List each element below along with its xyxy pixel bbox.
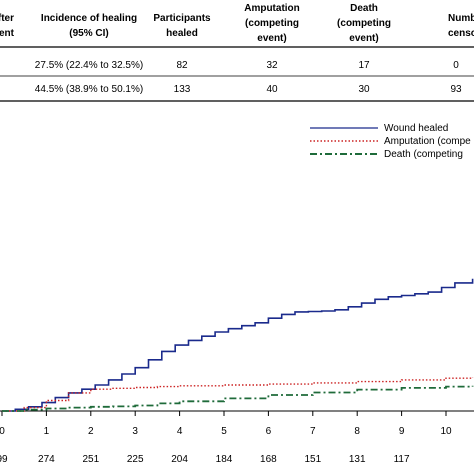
at-risk-value: 99 [0,454,8,465]
at-risk-value: 168 [260,454,277,465]
x-tick-label: 9 [399,426,405,437]
header-line: event) [257,33,286,44]
at-risk-value: 274 [38,454,55,465]
table-header-participants: Participants healed [153,13,211,39]
table-header-incidence: Incidence of healing (95% CI) [41,13,137,39]
at-risk-value: 151 [304,454,321,465]
table-header-after: after ent [0,13,15,39]
x-axis-ticks: 0 1 2 3 4 5 6 7 8 9 10 [0,411,452,437]
table-cell: 93 [450,84,462,95]
at-risk-value: 117 [394,454,410,465]
header-line: Death [350,3,378,14]
at-risk-value: 251 [82,454,99,465]
x-tick-label: 8 [354,426,360,437]
header-line: (competing [337,18,391,29]
header-line: after [0,13,14,24]
table-row: 44.5% (38.9% to 50.1%) 133 40 30 93 [35,84,462,95]
table-cell: 27.5% (22.4% to 32.5%) [35,60,143,71]
header-line: (95% CI) [69,28,108,39]
x-tick-label: 7 [310,426,316,437]
x-tick-label: 2 [88,426,94,437]
table-cell: 44.5% (38.9% to 50.1%) [35,84,143,95]
header-line: (competing [245,18,299,29]
header-line: Numbe [448,13,474,24]
header-line: healed [166,28,198,39]
series-line-death-competing [2,385,474,412]
table-cell: 32 [266,60,278,71]
table-cell: 40 [266,84,278,95]
table-cell: 0 [453,60,459,71]
plot-series [2,278,474,412]
x-tick-label: 1 [44,426,50,437]
number-at-risk-row: 99 274 251 225 204 184 168 151 131 117 [0,454,410,465]
at-risk-value: 204 [171,454,188,465]
header-line: Amputation [244,3,300,14]
table-header-censored: Numbe censore [448,13,474,39]
x-tick-label: 5 [221,426,227,437]
at-risk-value: 131 [349,454,366,465]
legend: Wound healed Amputation (compe Death (co… [310,123,471,160]
legend-label: Wound healed [384,123,448,134]
table-cell: 17 [358,60,370,71]
series-line-wound-healed [2,278,474,412]
table-cell: 30 [358,84,370,95]
at-risk-value: 225 [127,454,144,465]
x-tick-label: 6 [266,426,272,437]
table-row: 27.5% (22.4% to 32.5%) 82 32 17 0 [35,60,459,71]
header-line: Incidence of healing [41,13,137,24]
legend-label: Amputation (compe [384,136,471,147]
at-risk-value: 184 [216,454,233,465]
summary-table: after ent Incidence of healing (95% CI) … [0,3,474,102]
table-cell: 82 [176,60,188,71]
header-line: ent [0,28,15,39]
table-header-death: Death (competing event) [337,3,391,44]
x-tick-label: 4 [177,426,183,437]
legend-label: Death (competing [384,149,463,160]
x-tick-label: 3 [132,426,138,437]
series-line-amputation-compe [2,377,474,412]
header-line: event) [349,33,378,44]
x-tick-label: 10 [440,426,452,437]
x-tick-label: 0 [0,426,5,437]
table-cell: 133 [174,84,191,95]
header-line: censore [448,28,474,39]
header-line: Participants [153,13,211,24]
table-header-amputation: Amputation (competing event) [244,3,300,44]
